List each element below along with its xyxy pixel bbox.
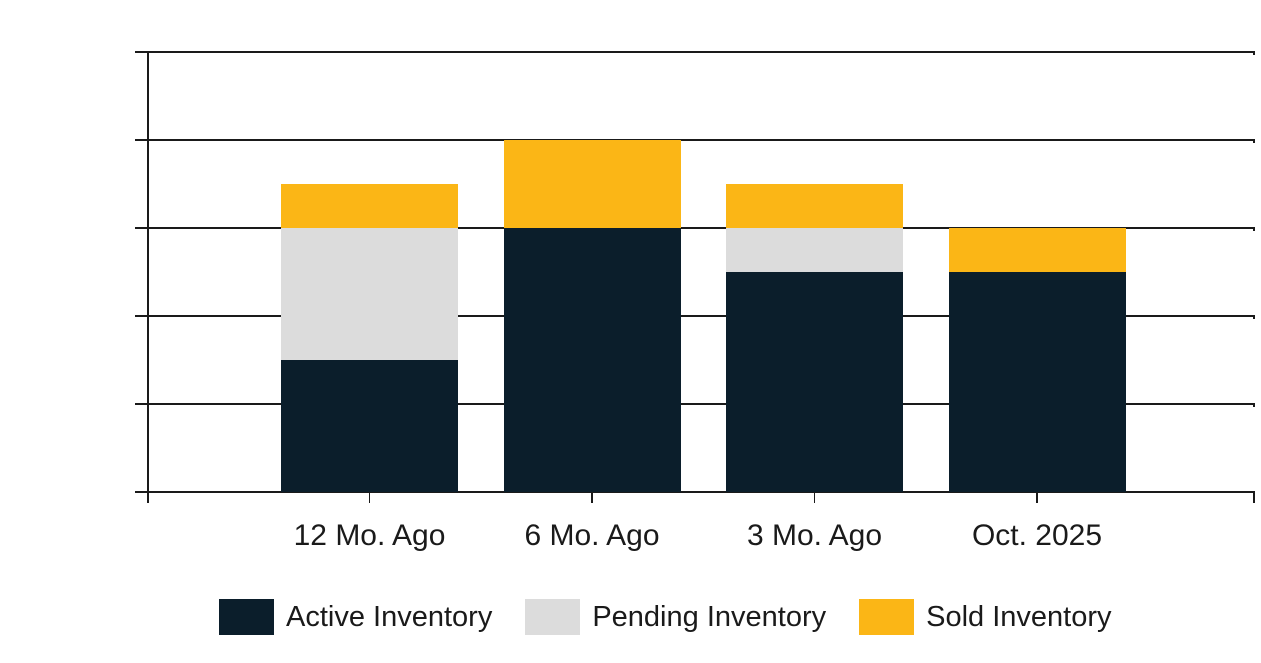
bar-3-segment-pending bbox=[726, 228, 903, 272]
y-axis-tick bbox=[135, 227, 148, 229]
y-axis-tick bbox=[135, 403, 148, 405]
gridline-end-tick bbox=[1253, 315, 1255, 320]
x-axis-tick bbox=[1036, 492, 1038, 503]
legend-label: Active Inventory bbox=[286, 600, 493, 633]
y-axis-tick bbox=[135, 491, 148, 493]
gridline-end-tick bbox=[1253, 403, 1255, 408]
x-axis-tick bbox=[591, 492, 593, 503]
bar-1-segment-sold bbox=[281, 184, 458, 228]
gridline-y-6 bbox=[148, 227, 1255, 229]
legend-item-sold: Sold Inventory bbox=[859, 599, 1112, 635]
legend-item-pending: Pending Inventory bbox=[525, 599, 826, 635]
bar-4-segment-active bbox=[948, 272, 1126, 492]
x-tick-label: 3 Mo. Ago bbox=[746, 519, 883, 552]
gridline-y-2 bbox=[148, 403, 1255, 405]
x-tick-label: 6 Mo. Ago bbox=[524, 519, 660, 552]
gridline-y-0 bbox=[148, 491, 1255, 493]
x-axis-tick bbox=[368, 492, 371, 503]
y-axis-tick bbox=[135, 51, 148, 53]
y-axis-tick bbox=[135, 139, 148, 141]
x-tick-label: 12 Mo. Ago bbox=[293, 519, 446, 552]
y-axis-tick bbox=[135, 315, 148, 317]
x-tick-label: Oct. 2025 bbox=[971, 519, 1103, 552]
gridline-end-tick bbox=[1253, 51, 1255, 56]
gridline-y-10 bbox=[148, 51, 1255, 53]
legend-label: Sold Inventory bbox=[926, 600, 1112, 633]
x-axis-tick-right-edge bbox=[1253, 492, 1255, 503]
bar-2-segment-active bbox=[503, 228, 681, 492]
legend: Active Inventory Pending Inventory Sold In… bbox=[219, 599, 1112, 635]
bar-3-segment-active bbox=[726, 272, 903, 492]
y-axis-line bbox=[147, 52, 149, 503]
gridline-y-8 bbox=[148, 139, 1255, 141]
legend-item-active: Active Inventory bbox=[219, 599, 492, 635]
bar-1-segment-pending bbox=[281, 228, 458, 360]
bar-4-segment-sold bbox=[948, 228, 1126, 272]
gridline-end-tick bbox=[1253, 139, 1255, 144]
legend-swatch-icon bbox=[525, 599, 581, 635]
bar-1-segment-active bbox=[281, 360, 458, 492]
legend-label: Pending Inventory bbox=[592, 600, 827, 633]
legend-swatch-icon bbox=[219, 599, 274, 635]
legend-swatch-icon bbox=[859, 599, 915, 635]
x-axis-tick bbox=[813, 492, 816, 503]
gridline-end-tick bbox=[1253, 227, 1255, 232]
bar-3-segment-sold bbox=[726, 184, 903, 228]
bar-2-segment-sold bbox=[503, 140, 681, 228]
gridline-y-4 bbox=[148, 315, 1255, 317]
